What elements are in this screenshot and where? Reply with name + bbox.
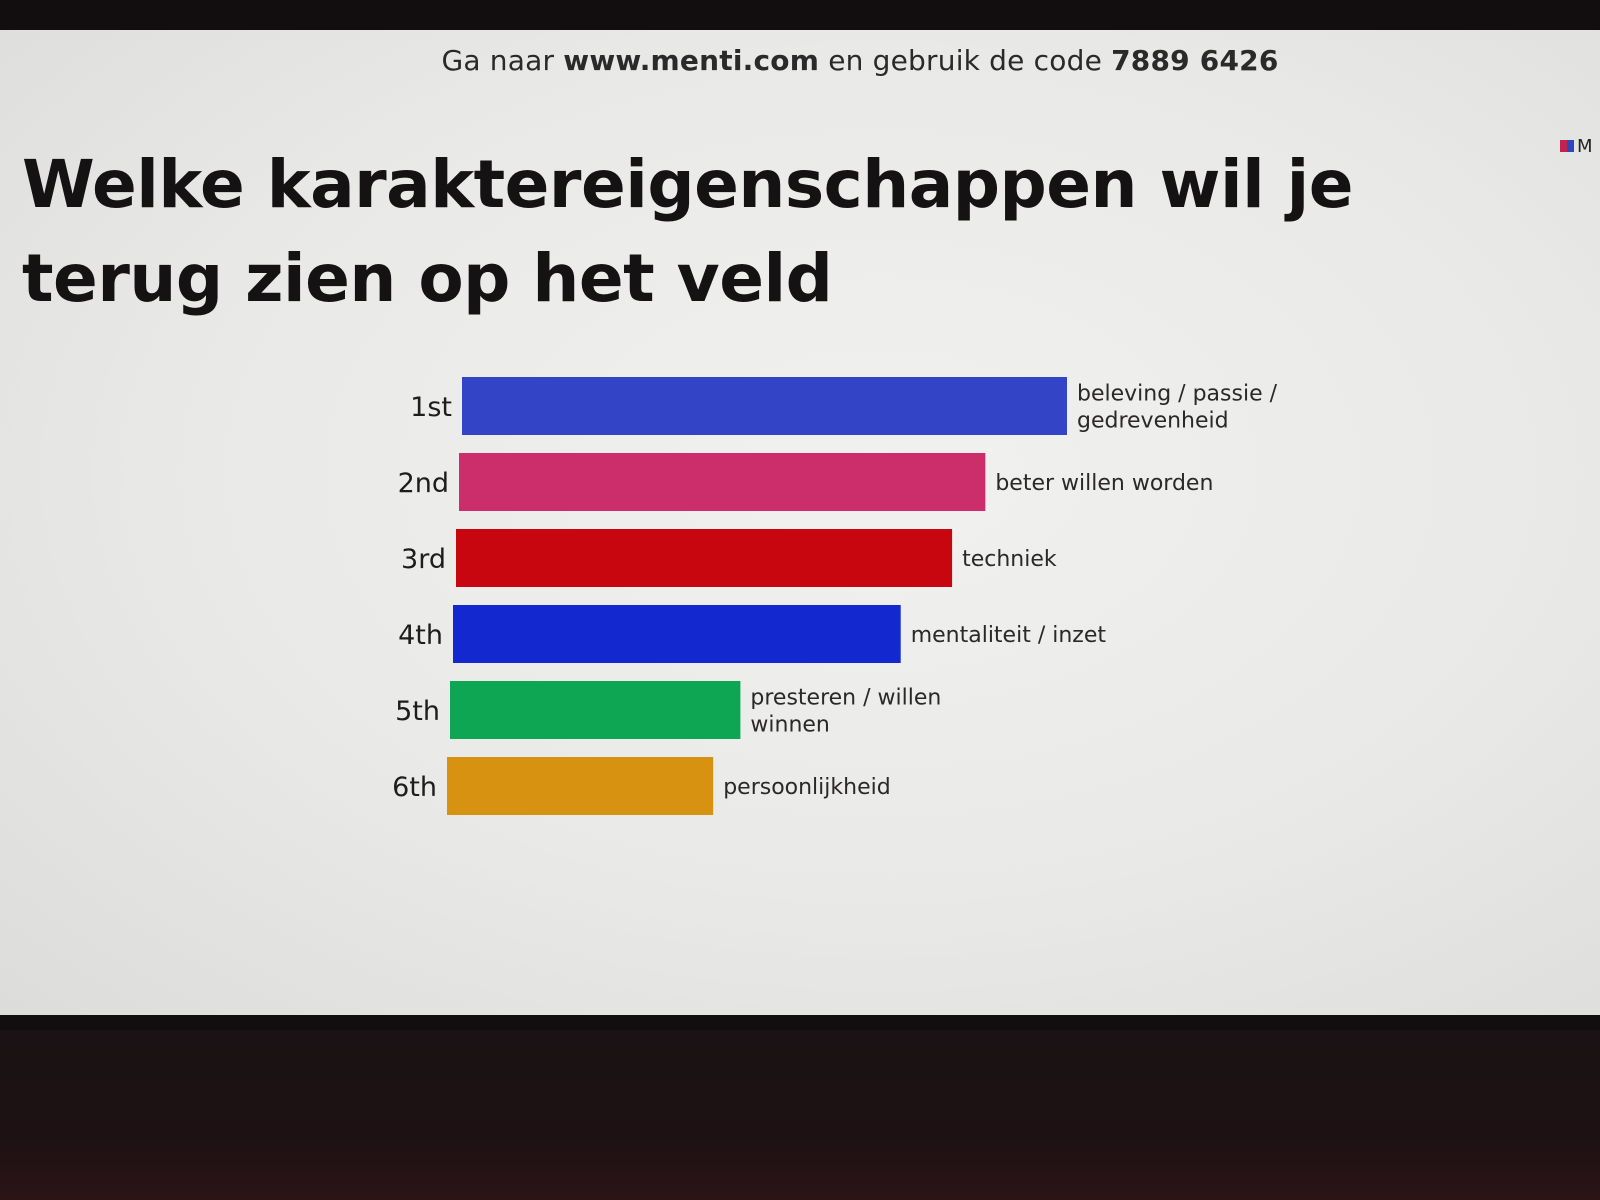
category-label-4: mentaliteit / inzet xyxy=(911,623,1107,648)
rank-label-1: 1st xyxy=(410,392,452,423)
category-label-1: beleving / passie / gedrevenheid xyxy=(1077,382,1278,434)
join-url-link[interactable]: www.menti.com xyxy=(563,44,820,77)
join-instructions: Ga naar www.menti.com en gebruik de code… xyxy=(0,44,1600,77)
category-label-2: beter willen worden xyxy=(995,471,1213,496)
join-prefix: Ga naar xyxy=(441,44,555,77)
rank-label-2: 2nd xyxy=(398,468,449,499)
rank-label-3: 3rd xyxy=(401,544,446,575)
bar-1 xyxy=(462,377,1067,435)
rank-label-5: 5th xyxy=(395,696,440,727)
category-label-5: presteren / willen winnen xyxy=(750,686,941,738)
mentimeter-logo-icon xyxy=(1560,140,1574,152)
bar-3 xyxy=(456,529,953,587)
ranking-bar-chart: 1st beleving / passie / gedrevenheid 2nd bet… xyxy=(392,377,1278,815)
rank-label-6: 6th xyxy=(392,772,437,803)
join-code: 7889 6426 xyxy=(1111,44,1279,77)
projection-screen: Ga naar www.menti.com en gebruik de code… xyxy=(0,30,1600,1015)
bar-5 xyxy=(450,681,741,739)
bar-6 xyxy=(447,757,714,815)
join-middle: en gebruik de code xyxy=(828,44,1103,77)
logo-letter: M xyxy=(1577,135,1593,157)
rank-label-4: 4th xyxy=(398,620,443,651)
category-label-3: techniek xyxy=(962,547,1057,572)
slide-title: Welke karaktereigenschappen wil je terug… xyxy=(22,146,1354,317)
bar-2 xyxy=(459,453,986,511)
stage-floor xyxy=(0,1030,1600,1200)
category-label-6: persoonlijkheid xyxy=(723,775,891,800)
bar-4 xyxy=(453,605,901,663)
mentimeter-logo: M xyxy=(1560,134,1600,158)
